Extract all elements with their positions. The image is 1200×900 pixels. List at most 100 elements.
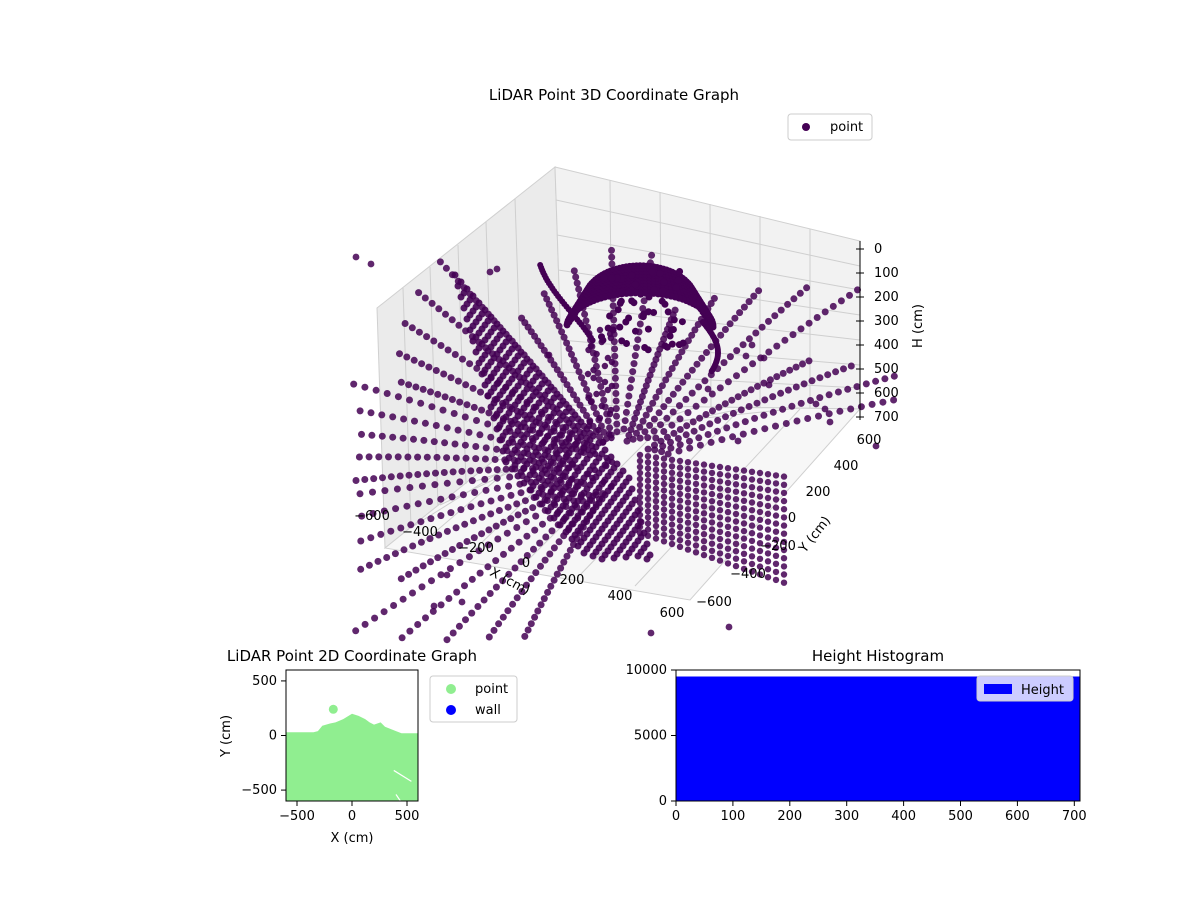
point-3d (733, 548, 739, 554)
point-3d (435, 305, 442, 312)
x-tick-label-hist: 300 (834, 809, 859, 824)
point-3d (733, 533, 739, 539)
point-3d (632, 328, 639, 335)
point-3d (706, 420, 713, 427)
point-3d (677, 464, 683, 470)
point-3d (389, 434, 396, 441)
point-3d (701, 510, 707, 516)
point-3d (523, 533, 530, 540)
point-3d (741, 543, 747, 549)
point-3d (518, 315, 525, 322)
point-3d (793, 364, 800, 371)
point-3d (752, 330, 759, 337)
point-3d (492, 456, 499, 463)
point-3d (504, 530, 511, 537)
x-tick-label-hist: 600 (1005, 809, 1030, 824)
point-3d (643, 412, 650, 419)
point-3d (645, 484, 651, 490)
point-3d (677, 504, 683, 510)
point-3d (616, 324, 623, 331)
point-3d (523, 518, 530, 525)
point-3d (765, 495, 771, 501)
point-3d (685, 499, 691, 505)
point-3d (600, 439, 606, 445)
point-3d (669, 463, 675, 469)
point-3d (539, 521, 546, 528)
point-3d (726, 624, 733, 631)
point-3d (733, 372, 740, 379)
point-3d (388, 473, 395, 480)
point-3d (733, 518, 739, 524)
point-3d (669, 508, 675, 514)
point-3d (438, 571, 445, 578)
point-3d (717, 478, 723, 484)
point-3d (373, 387, 380, 394)
point-3d (383, 554, 390, 561)
point-3d (773, 480, 779, 486)
chart-3d-title: LiDAR Point 3D Coordinate Graph (489, 86, 739, 104)
point-3d (725, 472, 731, 478)
point-3d (453, 589, 460, 596)
point-3d (725, 378, 732, 385)
point-3d (399, 634, 406, 641)
point-3d (487, 269, 494, 276)
point-3d (574, 280, 581, 287)
point-3d (778, 307, 785, 314)
point-3d (749, 499, 755, 505)
point-3d (693, 549, 699, 555)
point-3d (685, 486, 691, 492)
point-3d (659, 287, 666, 294)
point-3d (723, 424, 730, 431)
z-tick-label: 600 (874, 386, 899, 401)
point-3d (476, 467, 483, 474)
point-3d (645, 533, 651, 539)
point-3d (405, 571, 412, 578)
point-3d (661, 525, 667, 531)
point-3d (459, 356, 466, 363)
point-3d (709, 463, 715, 469)
point-3d (685, 506, 691, 512)
point-3d (395, 453, 402, 460)
point-3d (677, 511, 683, 517)
point-3d (595, 427, 601, 433)
point-3d (743, 353, 750, 360)
point-3d (741, 390, 748, 397)
point-3d (757, 485, 763, 491)
x-tick-label-3d: 600 (660, 606, 685, 621)
point-3d (522, 508, 529, 515)
point-3d (557, 565, 564, 572)
point-3d (509, 466, 516, 473)
point-3d (645, 453, 651, 459)
point-3d (701, 496, 707, 502)
point-3d (701, 475, 707, 481)
point-3d (536, 540, 543, 547)
point-3d (685, 533, 691, 539)
point-3d (583, 386, 590, 393)
point-3d (680, 340, 687, 347)
point-3d (467, 467, 474, 474)
point-3d (513, 524, 520, 531)
point-3d (693, 515, 699, 521)
point-3d (671, 316, 678, 323)
point-3d (765, 318, 772, 325)
legend-2d-marker-wall (446, 705, 456, 715)
point-3d (456, 399, 463, 406)
point-3d (509, 601, 516, 608)
point-3d (478, 407, 485, 414)
point-3d (684, 373, 691, 380)
point-3d (537, 563, 544, 570)
point-3d (669, 457, 675, 463)
point-3d (701, 503, 707, 509)
point-3d (693, 542, 699, 548)
point-3d (721, 359, 728, 366)
point-3d (693, 508, 699, 514)
y-tick-label-hist: 10000 (626, 663, 667, 678)
z-axis-label: H (cm) (911, 304, 926, 348)
point-3d (482, 382, 489, 389)
point-3d (693, 488, 699, 494)
point-3d (697, 442, 704, 449)
y-tick-label-3d: −600 (696, 595, 732, 610)
point-3d (628, 272, 635, 279)
point-3d (464, 401, 471, 408)
point-3d (613, 413, 620, 420)
